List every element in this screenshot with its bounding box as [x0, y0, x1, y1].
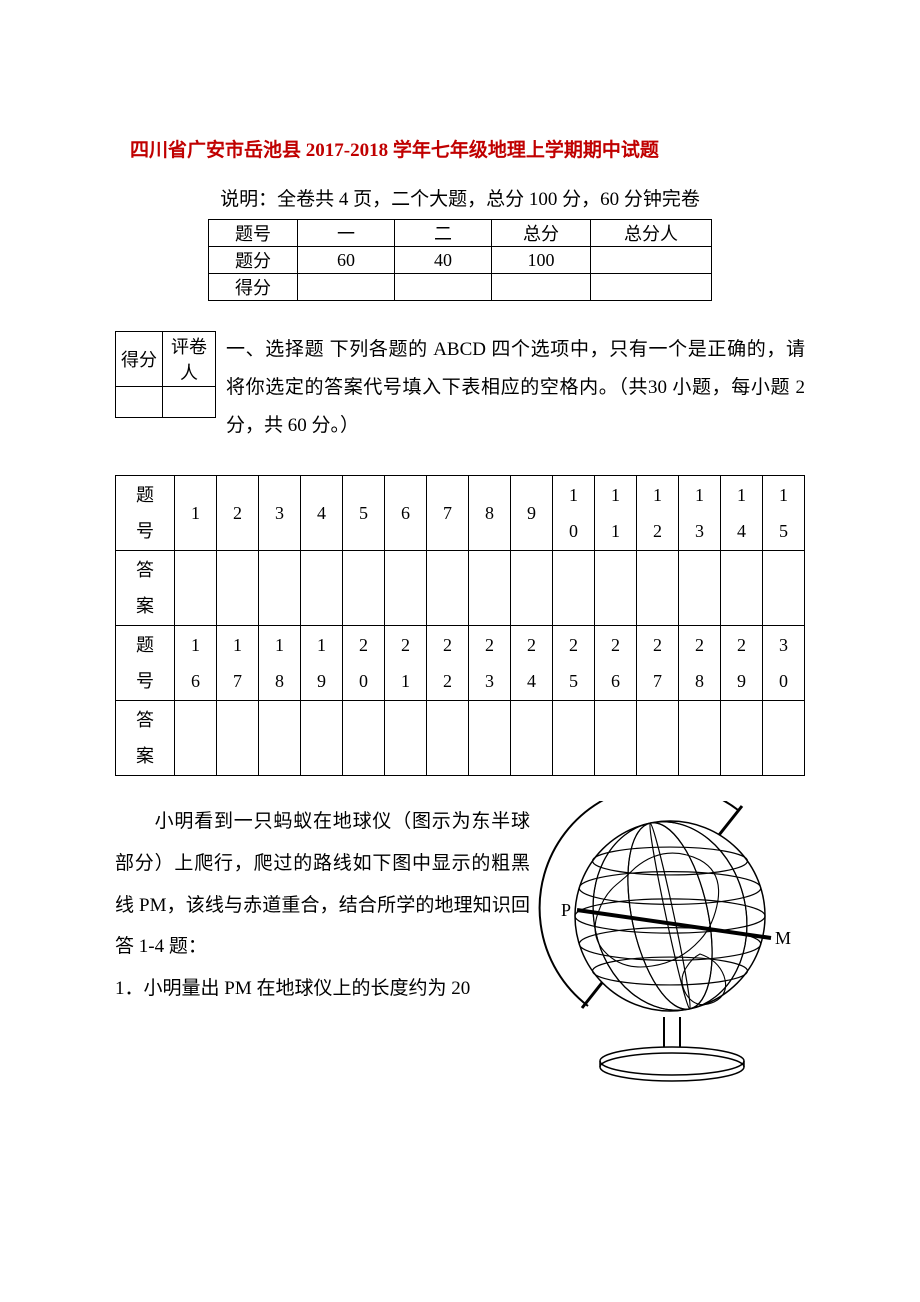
- answer-num-10: 10: [553, 476, 595, 551]
- answer-blank: [679, 551, 721, 626]
- answer-blank: [637, 551, 679, 626]
- answer-blank: [175, 701, 217, 776]
- answer-label: 答案: [116, 551, 175, 626]
- answer-blank: [301, 551, 343, 626]
- grader-person-header: 评卷人: [163, 332, 216, 387]
- score-cell-1-2: [395, 274, 492, 301]
- answer-num-27: 27: [637, 626, 679, 701]
- answer-num-25: 25: [553, 626, 595, 701]
- answer-num-6: 6: [385, 476, 427, 551]
- answer-blank: [637, 701, 679, 776]
- score-cell-0-1: 60: [298, 247, 395, 274]
- answer-blank: [469, 701, 511, 776]
- globe-figure: PМ: [530, 801, 805, 1096]
- answer-num-26: 26: [595, 626, 637, 701]
- answer-num-20: 20: [343, 626, 385, 701]
- score-col-0: 题号: [209, 220, 298, 247]
- answer-num-19: 19: [301, 626, 343, 701]
- svg-text:P: P: [561, 900, 571, 920]
- answer-num-7: 7: [427, 476, 469, 551]
- answer-blank: [385, 551, 427, 626]
- answer-blank: [175, 551, 217, 626]
- score-col-4: 总分人: [591, 220, 712, 247]
- answer-num-2: 2: [217, 476, 259, 551]
- section1-instructions: 一、选择题 下列各题的 ABCD 四个选项中，只有一个是正确的，请将你选定的答案…: [115, 331, 805, 445]
- answer-blank: [595, 551, 637, 626]
- answer-num-13: 13: [679, 476, 721, 551]
- answer-blank: [343, 701, 385, 776]
- score-cell-1-4: [591, 274, 712, 301]
- score-cell-0-0: 题分: [209, 247, 298, 274]
- answer-blank: [427, 551, 469, 626]
- answer-num-14: 14: [721, 476, 763, 551]
- answer-blank: [553, 701, 595, 776]
- answer-blank: [259, 701, 301, 776]
- passage-intro: 小明看到一只蚂蚁在地球仪（图示为东半球部分）上爬行，爬过的路线如下图中显示的粗黑…: [115, 801, 530, 968]
- grader-score-header: 得分: [116, 332, 163, 387]
- score-col-3: 总分: [492, 220, 591, 247]
- answer-blank: [217, 551, 259, 626]
- score-cell-1-0: 得分: [209, 274, 298, 301]
- answer-blank: [385, 701, 427, 776]
- answer-num-30: 30: [763, 626, 805, 701]
- answer-blank: [343, 551, 385, 626]
- answer-blank: [511, 551, 553, 626]
- answer-label: 答案: [116, 701, 175, 776]
- answer-num-29: 29: [721, 626, 763, 701]
- answer-num-28: 28: [679, 626, 721, 701]
- score-summary-table: 题号一二总分总分人 题分6040100 得分: [208, 219, 712, 301]
- answer-num-1: 1: [175, 476, 217, 551]
- answer-num-16: 16: [175, 626, 217, 701]
- score-cell-1-1: [298, 274, 395, 301]
- answer-blank: [301, 701, 343, 776]
- answer-num-15: 15: [763, 476, 805, 551]
- answer-blank: [511, 701, 553, 776]
- answer-blank: [427, 701, 469, 776]
- score-col-2: 二: [395, 220, 492, 247]
- svg-text:М: М: [775, 928, 791, 948]
- answer-blank: [553, 551, 595, 626]
- answer-num-9: 9: [511, 476, 553, 551]
- answer-num-17: 17: [217, 626, 259, 701]
- answer-label: 题号: [116, 626, 175, 701]
- answer-blank: [679, 701, 721, 776]
- answer-blank: [763, 701, 805, 776]
- answer-blank: [469, 551, 511, 626]
- answer-num-12: 12: [637, 476, 679, 551]
- score-cell-0-3: 100: [492, 247, 591, 274]
- answer-blank: [217, 701, 259, 776]
- answer-num-18: 18: [259, 626, 301, 701]
- answer-num-8: 8: [469, 476, 511, 551]
- exam-subtitle: 说明：全卷共 4 页，二个大题，总分 100 分，60 分钟完卷: [115, 184, 805, 211]
- answer-blank: [721, 701, 763, 776]
- answer-label: 题号: [116, 476, 175, 551]
- answer-num-22: 22: [427, 626, 469, 701]
- score-cell-1-3: [492, 274, 591, 301]
- answer-num-11: 11: [595, 476, 637, 551]
- score-cell-0-2: 40: [395, 247, 492, 274]
- grader-person-cell: [163, 387, 216, 418]
- answer-blank: [721, 551, 763, 626]
- score-cell-0-4: [591, 247, 712, 274]
- answer-blank: [259, 551, 301, 626]
- score-col-1: 一: [298, 220, 395, 247]
- answer-num-3: 3: [259, 476, 301, 551]
- answer-num-5: 5: [343, 476, 385, 551]
- answer-blank: [763, 551, 805, 626]
- answer-num-4: 4: [301, 476, 343, 551]
- grader-box: 得分 评卷人: [115, 331, 216, 418]
- answer-sheet-table: 题号123456789101112131415 答案 题号16171819202…: [115, 475, 805, 776]
- answer-num-23: 23: [469, 626, 511, 701]
- grader-score-cell: [116, 387, 163, 418]
- answer-blank: [595, 701, 637, 776]
- answer-num-24: 24: [511, 626, 553, 701]
- question-1: 1．小明量出 PM 在地球仪上的长度约为 20: [115, 968, 530, 1010]
- answer-num-21: 21: [385, 626, 427, 701]
- exam-title: 四川省广安市岳池县 2017-2018 学年七年级地理上学期期中试题: [130, 135, 805, 162]
